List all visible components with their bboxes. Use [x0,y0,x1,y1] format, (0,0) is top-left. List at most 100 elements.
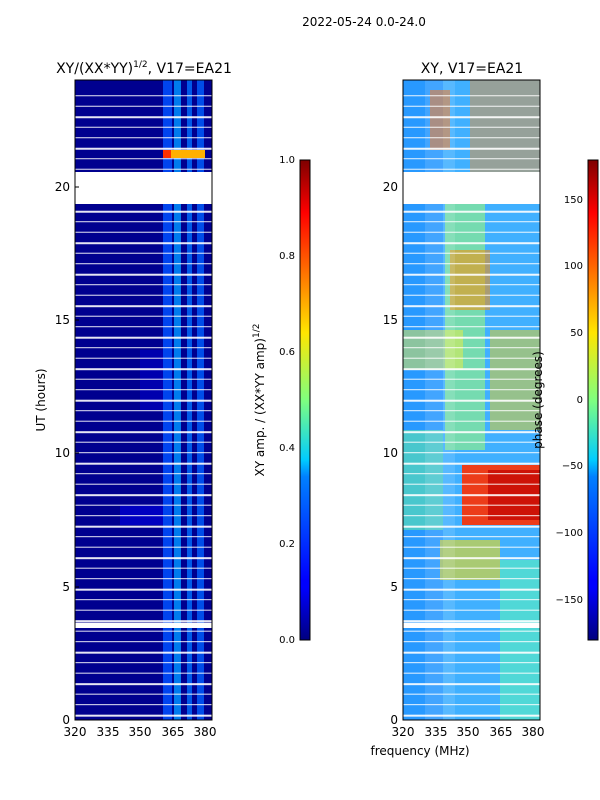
panel-right-flag-line-13 [403,578,540,580]
panel-left-title-main: XY/(XX*YY) [56,61,133,77]
panel-left-flag-line-20 [75,504,212,506]
panel-left-flag-line-47 [75,221,212,223]
panel-left-flag-line-45 [75,242,212,245]
panel-right-ytick-15: 15 [383,313,398,327]
panel-right-flag-line-48 [403,210,540,213]
panel-right-xtick-350: 350 [457,725,480,739]
colorbar-amplitude-tick-1: 0.2 [279,539,295,550]
panel-right-flag-line-46 [403,231,540,233]
panel-left-xtick-380: 380 [194,725,217,739]
panel-left-flag-line-35 [75,347,212,349]
panel-left-gap-0 [75,172,212,204]
colorbar-phase-tick-m150: −150 [556,595,583,606]
panel-right-flag-line-52 [403,168,540,170]
panel-right-flag-line-3 [403,683,540,686]
panel-left-flag-line-32 [75,378,212,380]
panel-left-flag-line-55 [75,137,212,139]
panel-right-flag-line-45 [403,242,540,245]
panel-right-flag-line-43 [403,263,540,265]
panel-left-flag-line-8 [75,630,212,632]
panel-left-flag-line-22 [75,483,212,485]
panel-left-rfi-burst-core [163,150,171,158]
panel-left-flag-line-58 [75,105,212,107]
colorbar-amplitude-tick-5: 1.0 [279,155,295,166]
panel-right-flag-line-33 [403,368,540,371]
panel-right-flag-line-21 [403,494,540,497]
panel-left-flag-line-4 [75,672,212,674]
panel-right-flag-line-4 [403,672,540,674]
panel-left-xtick-350: 350 [129,725,152,739]
panel-right-xtick-380: 380 [522,725,545,739]
panel-left-flag-line-34 [75,357,212,359]
panel-right-flag-line-2 [403,693,540,695]
colorbar-phase-tick-0: 0 [577,395,583,406]
panel-right-flag-line-26 [403,441,540,443]
panel-left-xtick-335: 335 [97,725,120,739]
panel-right-ytick-0: 0 [390,713,398,727]
panel-right-flag-line-47 [403,221,540,223]
panel-left-flag-line-14 [75,567,212,569]
panel-right-flag-line-37 [403,326,540,328]
panel-left-flag-line-9 [75,620,212,623]
panel-left-flag-line-2 [75,693,212,695]
panel-left-title-sup: 1/2 [133,60,147,70]
panel-right-x-ticks: 320 335 350 365 380 [392,725,545,739]
panel-right-flag-line-44 [403,252,540,254]
panel-right-gaps [403,95,540,717]
colorbar-phase-tick-50: 50 [570,328,583,339]
colorbar-amplitude-tick-3: 0.6 [279,347,295,358]
panel-left-title-suffix: , V17=EA21 [148,61,232,77]
panel-left-flag-line-3 [75,683,212,686]
panel-left-flag-line-53 [75,158,212,160]
panel-right-title: XY, V17=EA21 [421,61,523,77]
panel-left-flag-line-46 [75,231,212,233]
panel-left-flag-line-43 [75,263,212,265]
panel-right-ytick-10: 10 [383,446,398,460]
panel-left-ytick-5: 5 [62,580,70,594]
panel-right-flag-line-23 [403,473,540,475]
panel-right-phase-zone-2 [445,200,485,450]
panel-left-flag-line-25 [75,452,212,454]
panel-left-gap-1 [75,622,212,628]
panel-left-flag-line-36 [75,336,212,339]
panel-left-flag-line-16 [75,546,212,548]
panel-right-flag-line-28 [403,420,540,422]
panel-left-xtick-320: 320 [64,725,87,739]
panel-left-flag-line-23 [75,473,212,475]
panel-right-flag-line-29 [403,410,540,412]
panel-left-flag-line-21 [75,494,212,497]
panel-left-flag-line-41 [75,284,212,286]
panel-right-phase: XY, V17=EA21 0 5 10 15 20 3 [383,61,545,739]
panel-left-ytick-20: 20 [55,180,70,194]
panel-right-flag-line-15 [403,557,540,560]
panel-right-flag-line-7 [403,641,540,643]
panel-right-flag-line-55 [403,137,540,139]
panel-right-flag-line-39 [403,305,540,308]
colorbar-amplitude-tick-0: 0.0 [279,635,295,646]
panel-right-flag-line-53 [403,158,540,160]
panel-right-ytick-20: 20 [383,180,398,194]
panel-right-flag-line-32 [403,378,540,380]
panel-left-y-ticks: 0 5 10 15 20 [55,180,79,727]
panel-left-xtick-365: 365 [162,725,185,739]
panel-left-flag-line-39 [75,305,212,308]
panel-right-xtick-335: 335 [425,725,448,739]
panel-left-flag-line-48 [75,210,212,213]
panel-right-gap-0 [403,172,540,204]
panel-right-flag-line-11 [403,599,540,601]
panel-left-frame [74,79,213,721]
panel-right-flag-line-6 [403,651,540,654]
panel-left-flag-line-12 [75,588,212,591]
panel-left-flag-line-54 [75,147,212,150]
panel-left-x-ticks: 320 335 350 365 380 [64,725,217,739]
panel-left-flag-line-18 [75,525,212,528]
panel-left-flag-line-17 [75,536,212,538]
colorbar-phase-tick-150: 150 [564,195,583,206]
panel-right-gap-1 [403,622,540,628]
panel-left-flag-line-28 [75,420,212,422]
panel-left-ytick-15: 15 [55,313,70,327]
panel-right-y-ticks: 0 5 10 15 20 [383,180,398,727]
panel-left-faint-region-2 [140,350,163,410]
panel-right-flag-line-1 [403,704,540,706]
panel-left-title: XY/(XX*YY)1/2, V17=EA21 [56,60,232,77]
